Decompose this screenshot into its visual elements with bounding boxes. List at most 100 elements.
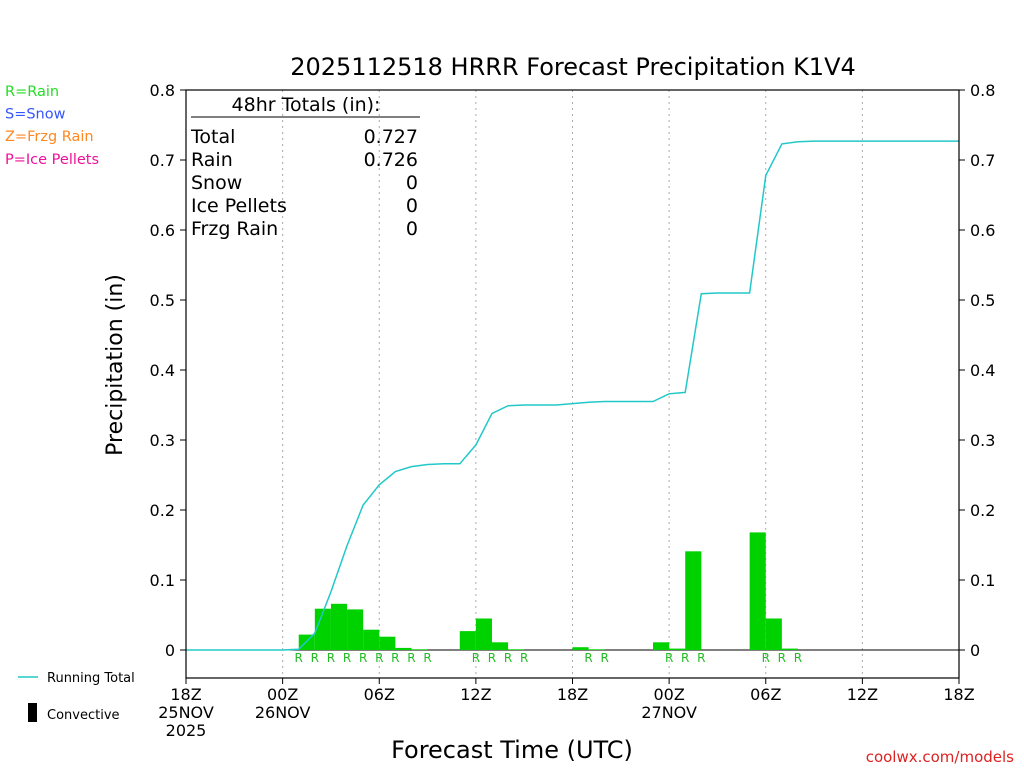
precip-bars [298,532,798,650]
y-axis-left: 0 0.1 0.2 0.3 0.4 0.5 0.6 0.7 0.8 [150,81,186,660]
rain-marker: R [423,651,431,665]
rain-marker: R [504,651,512,665]
y-tick-label-right: 0.5 [970,291,995,310]
running-total-line [186,140,959,651]
y-tick-label-left: 0.8 [150,81,175,100]
x-tick-label: 18Z [943,685,974,704]
precip-bar [669,648,686,650]
rain-marker: R [697,651,705,665]
precip-bar [395,647,412,650]
credit-text: coolwx.com/models [866,748,1014,766]
rain-marker: R [343,651,351,665]
rain-marker: R [520,651,528,665]
y-axis-label: Precipitation (in) [103,274,128,456]
y-tick-label-left: 0.3 [150,431,175,450]
y-tick-label-left: 0.5 [150,291,175,310]
precip-bar [347,609,364,650]
totals-box: 48hr Totals (in): Total 0.727 Rain 0.726 Sno… [190,94,420,240]
precip-bar [588,649,605,650]
rain-marker: R [778,651,786,665]
precip-bar [653,642,670,650]
x-tick-label: 27NOV [641,703,697,722]
totals-row-value: 0 [406,172,418,194]
totals-row-value: 0 [406,195,418,217]
grid-lines [194,90,959,678]
totals-row-label: Total [190,126,235,148]
y-tick-label-right: 0.3 [970,431,995,450]
rain-marker: R [794,651,802,665]
precip-bar [330,603,348,650]
precip-bar [572,647,589,650]
x-tick-label: 26NOV [255,703,311,722]
totals-header: 48hr Totals (in): [232,94,381,116]
y-tick-label-left: 0.2 [150,501,175,520]
rain-marker: R [311,651,319,665]
y-tick-label-right: 0.6 [970,221,995,240]
precip-bar [508,649,525,650]
y-tick-label-left: 0.1 [150,571,175,590]
rain-marker: R [359,651,367,665]
precip-bar [749,532,766,650]
precip-bar [314,608,331,650]
y-axis-right: 0 0.1 0.2 0.3 0.4 0.5 0.6 0.7 0.8 [959,81,995,660]
x-tick-label: 12Z [460,685,491,704]
precip-type-legend-entry: Z=Frzg Rain [5,129,94,145]
precip-type-legend-entry: R=Rain [5,84,59,100]
rain-marker: R [681,651,689,665]
rain-marker: R [762,651,770,665]
y-tick-label-left: 0.4 [150,361,175,380]
x-axis-label: Forecast Time (UTC) [391,736,633,764]
y-tick-label-right: 0.7 [970,151,995,170]
x-tick-label: 06Z [750,685,781,704]
y-tick-label-right: 0.1 [970,571,995,590]
x-tick-label: 00Z [267,685,298,704]
x-tick-label: 25NOV [158,703,214,722]
precip-bar [379,636,396,650]
precip-bar [491,642,509,650]
y-tick-label-left: 0.7 [150,151,175,170]
y-tick-label-right: 0.4 [970,361,995,380]
y-tick-label-right: 0.8 [970,81,995,100]
rain-marker: R [295,651,303,665]
precip-bar [459,631,476,650]
precip-type-legend: R=Rain S=Snow Z=Frzg Rain P=Ice Pellets [5,84,99,168]
x-tick-label: 00Z [653,685,684,704]
chart-title: 2025112518 HRRR Forecast Precipitation K… [290,53,856,81]
totals-row-label: Frzg Rain [191,218,278,240]
x-tick-label: 18Z [170,685,201,704]
precip-bar [781,648,798,650]
rain-marker: R [327,651,335,665]
y-tick-label-left: 0.6 [150,221,175,240]
x-tick-label: 06Z [364,685,395,704]
precip-bar [411,649,428,650]
precip-type-legend-entry: S=Snow [5,107,66,123]
rain-marker: R [665,651,673,665]
rain-marker: R [601,651,609,665]
precip-bar [475,618,492,650]
precip-type-legend-entry: P=Ice Pellets [5,152,99,168]
rain-marker: R [472,651,480,665]
totals-row-value: 0.726 [364,149,418,171]
y-tick-label-left: 0 [165,641,175,660]
convective-legend-label: Convective [47,708,120,723]
series-legend: Running Total Convective [18,671,135,723]
rain-marker: R [488,651,496,665]
totals-row-label: Ice Pellets [191,195,287,217]
x-tick-label: 18Z [557,685,588,704]
convective-legend-swatch [28,703,37,722]
y-tick-label-right: 0.2 [970,501,995,520]
rain-marker: R [391,651,399,665]
y-tick-label-right: 0 [970,641,980,660]
totals-row-value: 0.727 [364,126,418,148]
totals-row-value: 0 [406,218,418,240]
rain-marker: R [375,651,383,665]
totals-row-label: Snow [191,172,242,194]
precip-bar [685,551,702,650]
rain-marker: R [407,651,415,665]
rain-marker: R [584,651,592,665]
x-tick-label: 2025 [166,721,207,740]
precip-bar [363,629,380,650]
